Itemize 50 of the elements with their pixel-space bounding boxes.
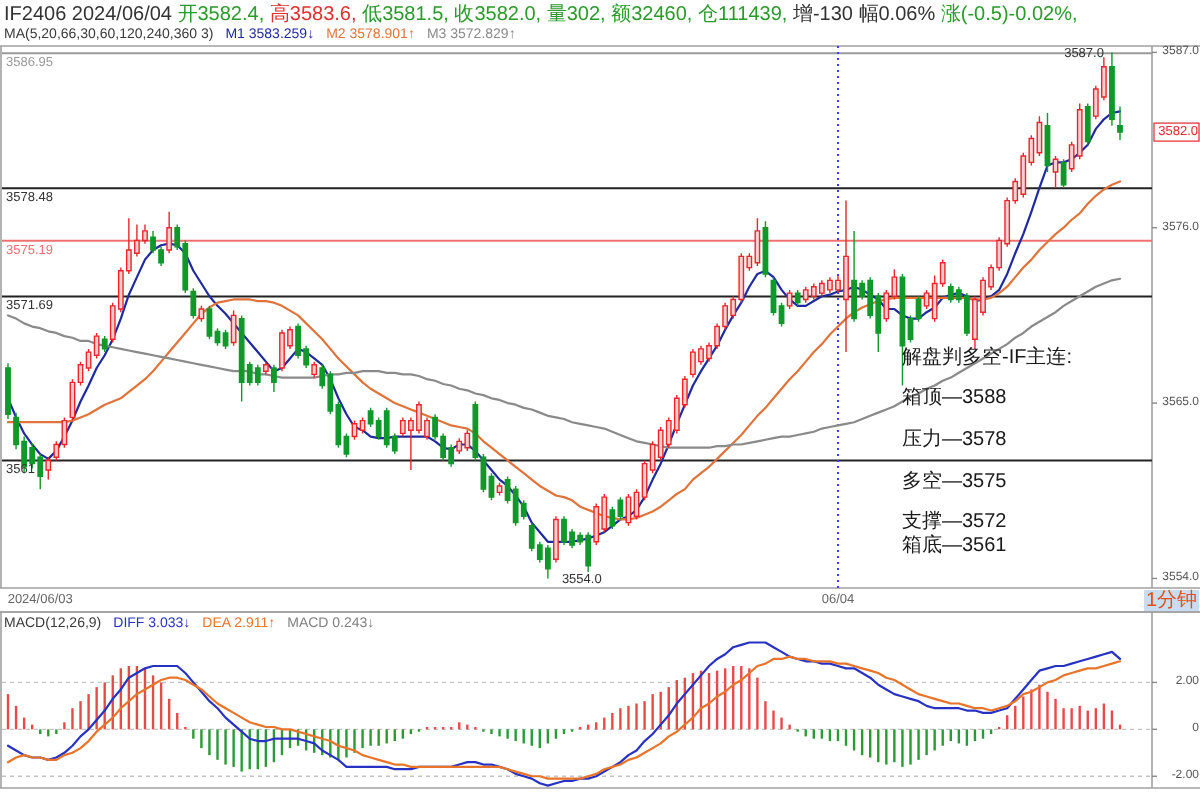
candlestick: [802, 286, 809, 304]
candlestick: [843, 199, 849, 353]
chart-title: IF2406 2024/06/04 开3582.4, 高3583.6, 低3581.5, 收3582.0, 量302, 额32460, 仓111439, 增-130 幅0.06% 涨(-0.5)-0.02%,: [4, 3, 1078, 25]
candlestick: [818, 279, 825, 297]
annotation: 压力—3578: [902, 427, 1008, 451]
candlestick: [827, 276, 833, 294]
annotation: 箱顶—3588: [902, 387, 1008, 409]
candlestick: [262, 360, 269, 376]
candlestick: [947, 282, 954, 304]
candlestick: [5, 362, 11, 420]
candlestick: [464, 429, 471, 452]
candlestick: [754, 217, 761, 267]
line-series: [6, 277, 1122, 449]
candlestick: [786, 289, 793, 310]
candlestick: [383, 407, 390, 449]
candlestick: [1084, 102, 1091, 146]
candlestick: [1109, 51, 1115, 127]
candlestick: [593, 502, 600, 546]
x-axis-title: 1分钟: [1145, 588, 1198, 612]
candlestick: [1052, 155, 1059, 189]
candlestick: [271, 364, 277, 393]
candlestick: [964, 292, 970, 337]
candlestick: [238, 314, 245, 403]
candlestick: [544, 544, 551, 580]
annotation: 支撑—3572: [902, 509, 1008, 533]
candlestick: [279, 329, 285, 372]
candlestick: [690, 348, 696, 379]
candlestick: [375, 416, 382, 441]
candlestick: [198, 305, 205, 323]
candlestick: [45, 456, 52, 481]
annotation: 多空—3575: [902, 469, 1008, 493]
candlestick: [851, 230, 857, 323]
candlestick: [553, 515, 559, 564]
candlestick: [254, 364, 261, 387]
candlestick: [810, 282, 817, 301]
candlestick: [101, 335, 108, 353]
candlestick: [311, 360, 318, 379]
candlestick: [359, 416, 366, 435]
candlestick: [496, 482, 503, 497]
annotation: 箱底—3561: [902, 533, 1008, 557]
candlestick: [295, 322, 301, 360]
candlestick: [190, 287, 197, 320]
candlestick: [1060, 158, 1067, 189]
candlestick: [585, 531, 592, 573]
candlestick: [166, 211, 173, 254]
candlestick: [794, 289, 801, 307]
candlestick: [1117, 105, 1123, 141]
candlestick: [230, 309, 237, 347]
candlestick: [561, 515, 567, 546]
candlestick: [456, 437, 463, 455]
